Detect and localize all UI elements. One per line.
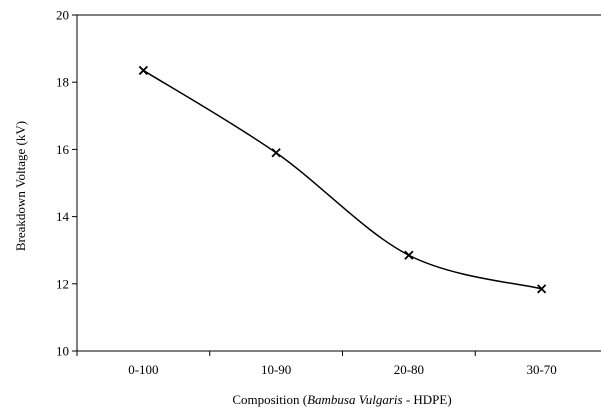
- data-point-marker: [536, 284, 547, 294]
- y-tick-label: 20: [56, 8, 69, 23]
- y-tick-label: 18: [56, 75, 69, 90]
- data-point-marker: [404, 250, 414, 260]
- x-axis-ticks: 0-100 10-90 20-80 30-70: [76, 351, 557, 377]
- y-axis-title: Breakdown Voltage (kV): [13, 121, 28, 251]
- x-axis-title: Composition (Bambusa Vulgaris - HDPE): [232, 392, 451, 407]
- y-tick-label: 16: [56, 142, 70, 157]
- y-axis-ticks: 10 12 14 16 18 20: [56, 8, 77, 359]
- data-point-marker: [271, 148, 281, 158]
- x-tick-label: 10-90: [261, 362, 291, 377]
- x-axis-title-prefix: Composition (: [232, 392, 307, 407]
- x-tick-label: 0-100: [128, 362, 158, 377]
- x-axis-title-italic: Bambusa Vulgaris: [307, 392, 402, 407]
- x-tick-label: 20-80: [394, 362, 424, 377]
- x-axis-title-suffix: - HDPE): [403, 392, 452, 407]
- x-tick-label: 30-70: [526, 362, 556, 377]
- plot-area: [76, 14, 601, 352]
- y-tick-label: 14: [56, 209, 70, 224]
- series-line: [142, 69, 542, 290]
- data-point-marker: [138, 65, 149, 76]
- y-tick-label: 10: [56, 344, 69, 359]
- series-group: [138, 65, 547, 294]
- y-tick-label: 12: [56, 276, 69, 291]
